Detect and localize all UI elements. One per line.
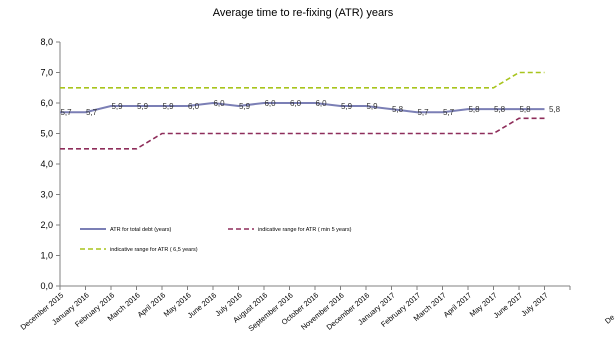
series-line-1 — [60, 101, 545, 114]
series-line-2 — [60, 117, 545, 150]
data-label: 5,7 — [60, 108, 72, 117]
data-labels: 5,7 5,7 5,9 5,9 5,9 6,0 6,0 5,9 6,0 6,0 6,0 5,9 5,9 5… — [60, 99, 560, 117]
data-label: 5,7 — [417, 108, 429, 117]
data-label: 5,9 — [137, 102, 149, 111]
data-label: 6,0 — [264, 99, 276, 108]
data-label: 5,9 — [239, 102, 251, 111]
data-label: 5,9 — [341, 102, 353, 111]
data-label: 5,7 — [443, 108, 455, 117]
data-label: 5,8 — [519, 105, 531, 114]
x-tick-label: July 2017 — [519, 291, 549, 319]
axes: 0,0 1,0 2,0 3,0 4,0 5,0 6,0 7,0 8,0 December 2015… — [19, 37, 615, 333]
data-label: 5,8 — [392, 105, 404, 114]
data-label: 6,0 — [188, 102, 200, 111]
legend-label-1: ATR for total debt (years) — [110, 227, 172, 233]
y-tick-label: 8,0 — [40, 37, 53, 47]
data-label: 5,8 — [494, 105, 506, 114]
y-tick-label: 5,0 — [40, 129, 53, 139]
data-label: 5,8 — [549, 105, 561, 114]
y-tick-label: 0,0 — [40, 281, 53, 291]
x-tick-label-partial: De — [603, 313, 615, 326]
data-label: 5,7 — [86, 108, 98, 117]
x-tick-label: April 2016 — [136, 291, 168, 320]
data-label: 6,0 — [213, 99, 225, 108]
data-label: 5,9 — [162, 102, 174, 111]
data-label: 5,9 — [366, 102, 378, 111]
series-layer — [60, 71, 545, 150]
x-tick-label: September 2016 — [247, 291, 295, 334]
legend: ATR for total debt (years) indicative ran… — [80, 227, 352, 253]
x-tick-label: December 2015 — [19, 291, 66, 332]
y-tick-label: 6,0 — [40, 98, 53, 108]
legend-label-2: indicative range for ATR ( min 5 years) — [258, 227, 352, 233]
y-tick-label: 1,0 — [40, 251, 53, 261]
y-tick-label: 3,0 — [40, 190, 53, 200]
y-tick-label: 7,0 — [40, 68, 53, 78]
data-label: 6,0 — [290, 99, 302, 108]
data-label: 5,9 — [111, 102, 123, 111]
y-tick-label: 4,0 — [40, 159, 53, 169]
series-line-3 — [60, 71, 545, 89]
data-label: 5,8 — [468, 105, 480, 114]
data-label: 6,0 — [315, 99, 327, 108]
x-tick-label: April 2017 — [442, 291, 474, 320]
y-tick-label: 2,0 — [40, 220, 53, 230]
chart-title: Average time to re-fixing (ATR) years — [213, 7, 394, 19]
legend-label-3: indicative range for ATR ( 6,5 years) — [110, 247, 198, 253]
